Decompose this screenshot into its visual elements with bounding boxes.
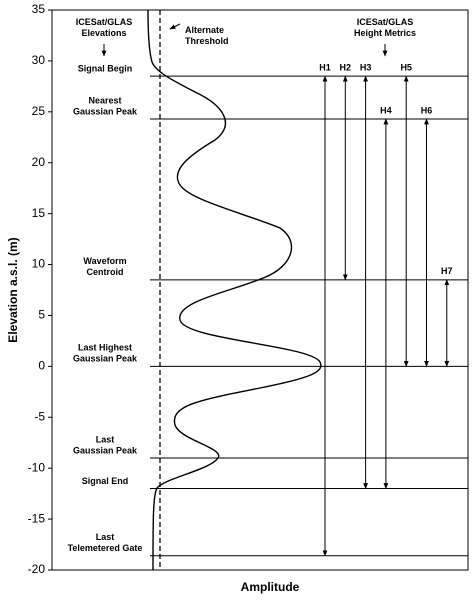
metric-label: H1	[319, 63, 331, 73]
metric-label: H3	[360, 63, 372, 73]
metric-label: H5	[400, 63, 412, 73]
x-axis-title: Amplitude	[241, 580, 300, 594]
left-title: ICESat/GLAS	[76, 17, 133, 27]
threshold-label: Alternate	[185, 25, 224, 35]
plot-frame	[51, 9, 469, 571]
waveform	[147, 9, 322, 571]
y-tick-label: 10	[32, 257, 46, 271]
level-label: Last	[96, 532, 115, 542]
y-tick-label: 0	[38, 359, 45, 373]
metric-label: H7	[441, 266, 453, 276]
level-label: Gaussian Peak	[73, 354, 138, 364]
level-label: Centroid	[87, 267, 124, 277]
y-tick-label: -20	[28, 562, 46, 576]
level-label: Last Highest	[78, 343, 132, 353]
threshold-label: Threshold	[185, 36, 229, 46]
left-title: Elevations	[81, 28, 126, 38]
y-tick-label: 30	[32, 53, 46, 67]
y-tick-label: -15	[28, 511, 46, 525]
right-title: ICESat/GLAS	[357, 17, 414, 27]
level-label: Gaussian Peak	[73, 106, 138, 116]
y-axis-title: Elevation a.s.l. (m)	[6, 237, 20, 342]
metric-label: H2	[340, 63, 352, 73]
y-tick-label: 15	[32, 206, 46, 220]
right-title: Height Metrics	[354, 28, 416, 38]
level-label: Nearest	[88, 95, 121, 105]
metric-label: H4	[380, 105, 392, 115]
level-label: Telemetered Gate	[68, 543, 143, 553]
threshold-pointer	[169, 23, 181, 30]
y-tick-label: 25	[32, 104, 46, 118]
level-label: Signal Begin	[78, 64, 133, 74]
level-label: Waveform	[83, 256, 126, 266]
y-tick-label: -5	[34, 409, 45, 423]
y-tick-label: -10	[28, 460, 46, 474]
level-label: Signal End	[82, 476, 129, 486]
y-tick-label: 20	[32, 155, 46, 169]
level-label: Gaussian Peak	[73, 445, 138, 455]
y-tick-label: 5	[38, 308, 45, 322]
metric-label: H6	[421, 105, 433, 115]
y-tick-label: 35	[32, 2, 46, 16]
level-label: Last	[96, 434, 115, 444]
